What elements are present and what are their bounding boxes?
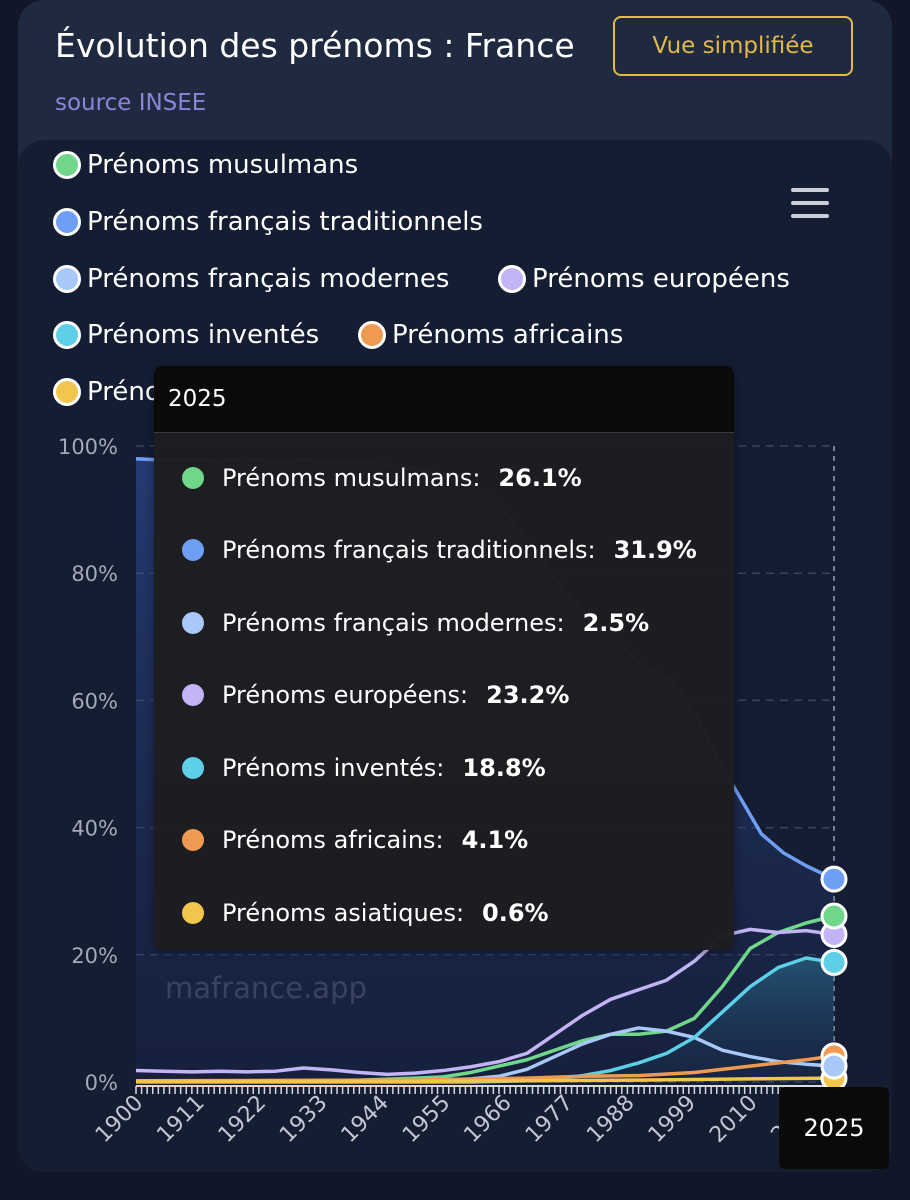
- x-tick-label: 1966: [460, 1091, 517, 1148]
- tooltip-value: 4.1%: [461, 826, 529, 854]
- legend-dot-icon: [53, 151, 81, 179]
- tooltip-row-musulmans: Prénoms musulmans: 26.1%: [182, 464, 582, 492]
- legend-label: Prénoms français modernes: [87, 264, 450, 294]
- x-tick-label: 1944: [337, 1091, 394, 1148]
- legend-item-europeens[interactable]: Prénoms européens: [498, 264, 790, 294]
- tooltip-label: Prénoms africains:: [222, 826, 444, 854]
- legend-dot-icon: [53, 321, 81, 349]
- series-line: [136, 914, 835, 1083]
- tooltip-dot-icon: [182, 902, 204, 924]
- simplified-view-button[interactable]: Vue simplifiée: [613, 16, 853, 76]
- tooltip-row-africains: Prénoms africains: 4.1%: [182, 826, 528, 854]
- tooltip-dot-icon: [182, 612, 204, 634]
- legend-dot-icon: [53, 208, 81, 236]
- tooltip-label: Prénoms inventés:: [222, 754, 445, 782]
- tooltip-dot-icon: [182, 684, 204, 706]
- tooltip-row-asiatiques: Prénoms asiatiques: 0.6%: [182, 899, 549, 927]
- series-end-marker: [820, 902, 848, 930]
- y-tick-label: 0%: [85, 1071, 118, 1095]
- legend-label: Prénoms européens: [532, 264, 790, 294]
- legend-item-musulmans[interactable]: Prénoms musulmans: [53, 150, 358, 180]
- tooltip-dot-icon: [182, 829, 204, 851]
- tooltip-value: 2.5%: [582, 609, 650, 637]
- crosshair-year-label: 2025: [779, 1087, 889, 1169]
- tooltip-year: 2025: [154, 366, 734, 433]
- tooltip-value: 26.1%: [498, 464, 582, 492]
- tooltip-dot-icon: [182, 539, 204, 561]
- tooltip-dot-icon: [182, 757, 204, 779]
- series-line: [136, 1076, 835, 1084]
- hamburger-menu-icon[interactable]: [791, 188, 829, 218]
- area-fill: [136, 957, 834, 1082]
- series-end-marker: [820, 1052, 848, 1080]
- y-tick-label: 60%: [71, 689, 118, 713]
- legend-label: Prénoms inventés: [87, 320, 320, 350]
- x-tick-label: 1911: [152, 1091, 209, 1148]
- tooltip-value: 23.2%: [486, 681, 570, 709]
- legend-label: Prénoms africains: [392, 320, 624, 350]
- tooltip-label: Prénoms européens:: [222, 681, 469, 709]
- tooltip: 2025 Prénoms musulmans: 26.1% Prénoms fr…: [154, 366, 734, 950]
- tooltip-row-francais-traditionnels: Prénoms français traditionnels: 31.9%: [182, 536, 697, 564]
- y-tick-label: 20%: [71, 944, 118, 968]
- legend-item-francais-traditionnels[interactable]: Prénoms français traditionnels: [53, 207, 483, 237]
- legend-dot-icon: [53, 378, 81, 406]
- chart-title: Évolution des prénoms : France: [55, 26, 575, 65]
- legend-item-francais-modernes[interactable]: Prénoms français modernes: [53, 264, 449, 294]
- x-tick-label: 1933: [275, 1091, 332, 1148]
- series-end-marker: [820, 948, 848, 976]
- x-tick-label: 1900: [91, 1091, 148, 1148]
- x-tick-label: 2010: [705, 1091, 762, 1148]
- tooltip-label: Prénoms asiatiques:: [222, 899, 465, 927]
- tooltip-value: 0.6%: [482, 899, 549, 927]
- tooltip-row-inventes: Prénoms inventés: 18.8%: [182, 754, 546, 782]
- tooltip-value: 31.9%: [613, 536, 697, 564]
- legend-dot-icon: [498, 265, 526, 293]
- marker-layer: [820, 865, 848, 1092]
- legend-item-inventes[interactable]: Prénoms inventés: [53, 320, 319, 350]
- tooltip-label: Prénoms français modernes:: [222, 609, 565, 637]
- legend-item-africains[interactable]: Prénoms africains: [358, 320, 623, 350]
- legend-label: Prénoms musulmans: [87, 150, 359, 180]
- tooltip-dot-icon: [182, 467, 204, 489]
- x-tick-label: 1988: [582, 1091, 639, 1148]
- watermark: mafrance.app: [165, 971, 367, 1005]
- legend-dot-icon: [53, 265, 81, 293]
- tooltip-row-francais-modernes: Prénoms français modernes: 2.5%: [182, 609, 649, 637]
- y-tick-label: 100%: [58, 435, 118, 459]
- legend-label: Prénoms français traditionnels: [87, 207, 483, 237]
- x-tick-label: 1999: [644, 1091, 701, 1148]
- legend-dot-icon: [358, 321, 386, 349]
- x-tick-label: 1977: [521, 1091, 578, 1148]
- x-tick-label: 1955: [398, 1091, 455, 1148]
- x-tick-label: 1922: [214, 1091, 271, 1148]
- tooltip-value: 18.8%: [462, 754, 546, 782]
- source-label: source INSEE: [55, 90, 207, 116]
- y-tick-label: 80%: [71, 562, 118, 586]
- tooltip-row-europeens: Prénoms européens: 23.2%: [182, 681, 569, 709]
- y-tick-label: 40%: [71, 817, 118, 841]
- tooltip-label: Prénoms français traditionnels:: [222, 536, 596, 564]
- tooltip-label: Prénoms musulmans:: [222, 464, 481, 492]
- series-end-marker: [820, 865, 848, 893]
